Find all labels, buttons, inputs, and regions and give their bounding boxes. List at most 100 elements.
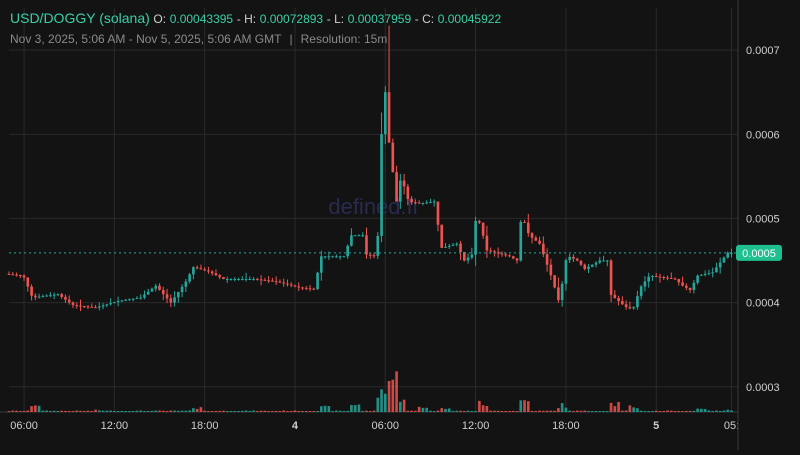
candle-body xyxy=(508,255,511,257)
candle-body xyxy=(225,279,229,281)
volume-bar xyxy=(158,410,161,412)
volume-bar xyxy=(286,411,289,412)
volume-bar xyxy=(489,410,492,412)
candle-body xyxy=(568,256,571,261)
candle-body xyxy=(549,264,553,276)
candle-body xyxy=(101,305,105,307)
volume-bar xyxy=(143,411,146,412)
volume-bar xyxy=(124,411,127,412)
candle-body xyxy=(357,235,361,237)
candle-body xyxy=(481,222,485,236)
volume-bar xyxy=(338,410,342,412)
volume-bar xyxy=(289,411,293,412)
candle-body xyxy=(673,278,677,280)
x-tick-label: 18:00 xyxy=(552,420,580,432)
high-label: H: xyxy=(244,12,257,26)
candle-body xyxy=(75,305,79,307)
candle-body xyxy=(256,279,259,281)
candle-body xyxy=(519,221,523,261)
volume-bar xyxy=(120,410,124,412)
candle-body xyxy=(109,303,112,305)
candle-body xyxy=(105,304,109,306)
volume-bar xyxy=(654,410,658,412)
volume-bar xyxy=(399,401,402,412)
candle-body xyxy=(335,256,338,258)
x-tick-label: 12:00 xyxy=(101,420,129,432)
candle-body xyxy=(169,298,173,303)
volume-bar xyxy=(214,411,218,412)
candle-body xyxy=(406,186,410,200)
candle-body xyxy=(643,281,647,287)
candle-body xyxy=(60,294,63,297)
candle-body xyxy=(489,250,492,252)
candle-body xyxy=(177,292,180,298)
volume-bar xyxy=(598,411,602,412)
volume-bar xyxy=(225,411,229,412)
volume-bar xyxy=(45,410,48,412)
volume-bar xyxy=(572,411,575,412)
candle-body xyxy=(425,202,429,204)
candle-body xyxy=(218,275,222,278)
volume-bar xyxy=(493,410,496,412)
volume-bar xyxy=(707,410,711,412)
candle-body xyxy=(605,260,609,262)
candle-body xyxy=(387,92,391,143)
candle-body xyxy=(383,92,387,135)
volume-bar xyxy=(519,400,523,412)
volume-bar xyxy=(233,411,237,412)
candle-body xyxy=(116,300,120,303)
candle-body xyxy=(26,277,30,287)
volume-bar xyxy=(636,408,639,412)
candle-body xyxy=(707,273,711,275)
candle-body xyxy=(564,260,568,284)
volume-bar xyxy=(417,406,421,412)
candle-body xyxy=(30,286,33,296)
volume-bar xyxy=(259,410,263,412)
candle-body xyxy=(237,279,240,281)
candle-body xyxy=(368,254,372,256)
candle-body xyxy=(658,276,662,278)
candle-body xyxy=(15,274,18,276)
candle-body xyxy=(572,256,575,259)
volume-bar xyxy=(406,410,410,412)
volume-bar xyxy=(267,411,270,412)
candle-body xyxy=(654,276,658,278)
volume-bar xyxy=(301,411,304,412)
volume-bar xyxy=(575,410,579,412)
volume-bar xyxy=(447,408,451,412)
volume-bar xyxy=(105,410,109,412)
candle-body xyxy=(286,283,289,285)
volume-bar xyxy=(22,410,26,412)
volume-bar xyxy=(605,411,609,412)
volume-bar xyxy=(154,410,158,412)
volume-bar xyxy=(365,410,368,412)
candle-body xyxy=(395,172,398,202)
candle-body xyxy=(624,304,628,308)
volume-bar xyxy=(534,411,538,412)
volume-bar xyxy=(271,411,274,412)
volume-bar xyxy=(515,411,519,412)
x-tick-label: 5 xyxy=(653,420,659,432)
candle-body xyxy=(677,279,681,283)
volume-bar xyxy=(128,411,131,412)
candle-body xyxy=(131,298,135,300)
volume-bar xyxy=(451,410,455,412)
volume-bar xyxy=(624,410,628,412)
candle-body xyxy=(380,134,383,236)
low-value: 0.00037959 xyxy=(347,12,412,26)
candle-body xyxy=(312,288,316,290)
close-label: C: xyxy=(422,12,435,26)
candle-body xyxy=(18,275,22,277)
candle-body xyxy=(647,276,651,282)
candle-body xyxy=(436,201,440,225)
volume-bar xyxy=(37,405,41,412)
candle-body xyxy=(338,256,342,258)
candle-body xyxy=(722,257,726,263)
volume-bar xyxy=(696,408,699,412)
candle-body xyxy=(685,285,688,288)
volume-bar xyxy=(64,410,67,412)
volume-bar xyxy=(353,405,357,412)
volume-bar xyxy=(304,411,308,412)
